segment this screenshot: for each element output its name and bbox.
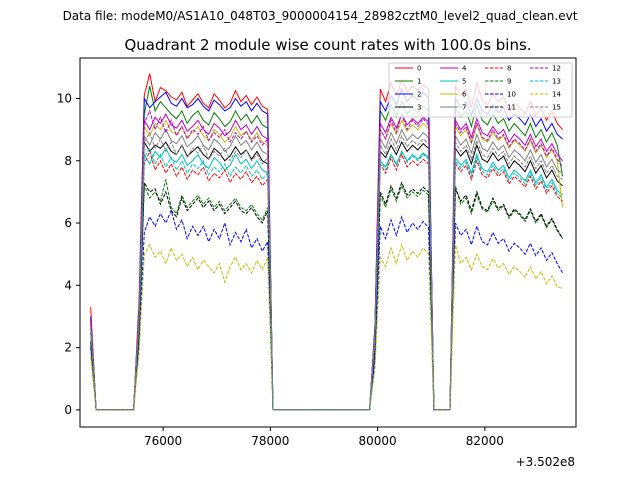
- y-tick-label: 4: [64, 278, 72, 292]
- legend-label-0: 0: [417, 65, 421, 73]
- series-line-11: [90, 180, 564, 411]
- x-tick-label: 82000: [466, 434, 504, 448]
- legend-label-14: 14: [552, 91, 561, 99]
- legend-box: [388, 62, 573, 118]
- legend-label-3: 3: [417, 104, 421, 112]
- series-line-10: [90, 209, 564, 411]
- legend-label-4: 4: [462, 65, 467, 73]
- suptitle: Data file: modeM0/AS1A10_048T03_90000041…: [63, 9, 578, 23]
- series-line-15: [90, 131, 563, 411]
- y-tick-label: 2: [64, 341, 72, 355]
- y-tick-label: 0: [64, 403, 72, 417]
- legend-label-10: 10: [507, 91, 516, 99]
- plot-frame: [79, 57, 577, 428]
- series-layer: [90, 73, 564, 411]
- x-tick-label: 76000: [144, 434, 182, 448]
- legend-label-7: 7: [462, 104, 466, 112]
- legend-label-6: 6: [462, 91, 467, 99]
- legend-label-13: 13: [552, 78, 561, 86]
- series-line-13: [90, 147, 563, 411]
- chart-title: Quadrant 2 module wise count rates with …: [124, 36, 531, 54]
- x-offset-label: +3.502e8: [516, 455, 575, 469]
- series-line-7: [90, 128, 563, 411]
- legend-label-15: 15: [552, 104, 561, 112]
- series-line-0: [90, 73, 563, 411]
- legend-label-2: 2: [417, 91, 421, 99]
- series-line-5: [90, 147, 563, 411]
- axis-ticks: 76000 78000 80000 82000 0 2 4 6 8 10: [57, 91, 504, 448]
- x-tick-label: 78000: [251, 434, 289, 448]
- y-tick-label: 6: [64, 216, 72, 230]
- legend-label-1: 1: [417, 78, 421, 86]
- y-tick-label: 8: [64, 154, 72, 168]
- legend-label-11: 11: [507, 104, 516, 112]
- series-line-3: [90, 140, 563, 411]
- series-line-9: [90, 179, 564, 411]
- series-line-8: [90, 149, 563, 411]
- y-tick-label: 10: [57, 91, 72, 105]
- legend-label-5: 5: [462, 78, 466, 86]
- legend-label-12: 12: [552, 65, 561, 73]
- x-tick-label: 80000: [359, 434, 397, 448]
- series-line-12: [90, 109, 564, 411]
- legend-label-8: 8: [507, 65, 511, 73]
- series-line-14: [90, 243, 563, 411]
- legend-label-9: 9: [507, 78, 511, 86]
